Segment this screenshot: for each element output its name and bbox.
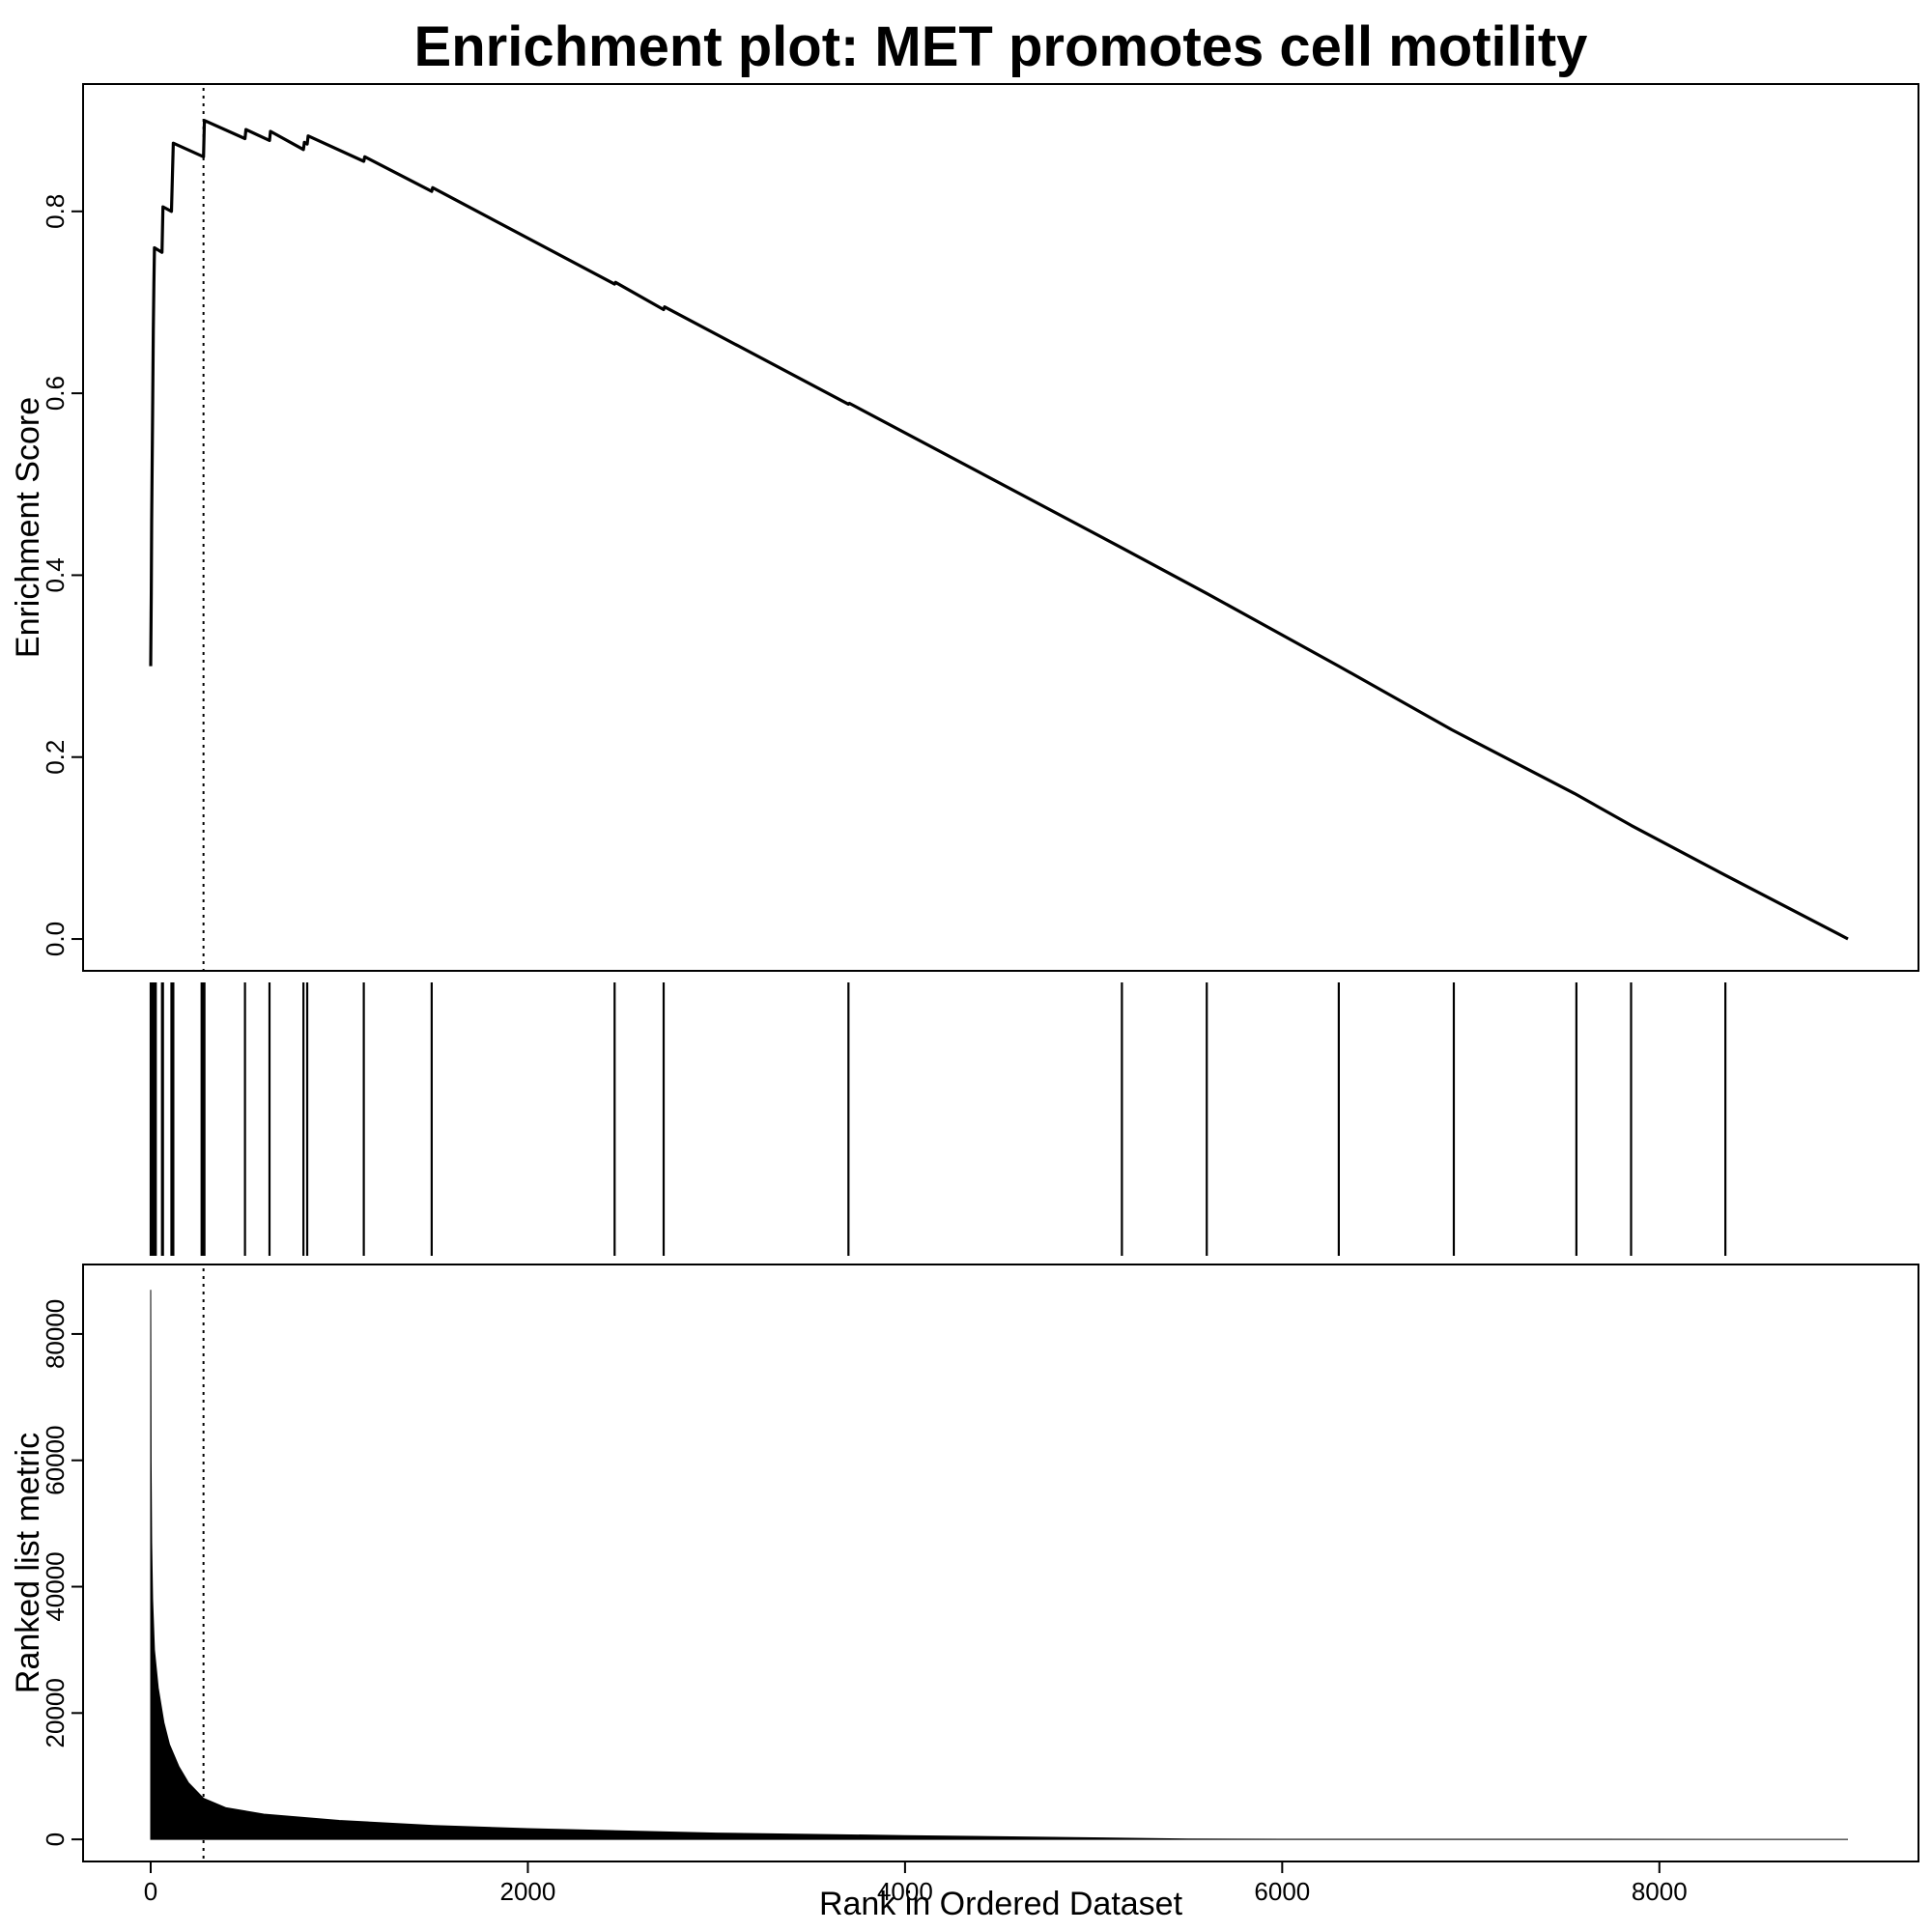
x-axis: 0 2000 4000 6000 8000 xyxy=(144,1861,1688,1906)
enrichment-y-axis: 0.0 0.2 0.4 0.6 0.8 xyxy=(41,194,83,956)
ranked-metric-y-tick-label: 0 xyxy=(41,1833,70,1846)
ranked-metric-y-tick-label: 60000 xyxy=(41,1426,70,1495)
ranked-metric-panel: 0 20000 40000 60000 80000 Ranked list metric xyxy=(10,1264,1919,1862)
enrichment-score-line xyxy=(149,119,1849,941)
x-axis-tick-label: 2000 xyxy=(500,1877,556,1906)
chart-title: Enrichment plot: MET promotes cell motil… xyxy=(414,15,1588,78)
enrichment-y-tick-label: 0.6 xyxy=(41,376,70,411)
x-axis-label: Rank in Ordered Dataset xyxy=(819,1886,1183,1922)
enrichment-y-tick-label: 0.2 xyxy=(41,740,70,775)
x-axis-tick-label: 0 xyxy=(144,1877,157,1906)
ranked-metric-y-tick-label: 20000 xyxy=(41,1678,70,1747)
enrichment-panel: 0.0 0.2 0.4 0.6 0.8 Enrichment Score xyxy=(10,83,1919,972)
x-axis-tick-label: 6000 xyxy=(1254,1877,1310,1906)
ranked-metric-y-tick-label: 80000 xyxy=(41,1299,70,1369)
x-axis-tick-label: 4000 xyxy=(877,1877,933,1906)
enrichment-y-tick-label: 0.0 xyxy=(41,922,70,956)
enrichment-y-tick-label: 0.4 xyxy=(41,557,70,592)
enrichment-y-tick-label: 0.8 xyxy=(41,194,70,229)
x-axis-tick-label: 8000 xyxy=(1632,1877,1688,1906)
enrichment-panel-frame xyxy=(82,83,1919,972)
hits-barcode-panel xyxy=(149,982,1727,1256)
ranked-metric-y-tick-label: 40000 xyxy=(41,1551,70,1621)
enrichment-y-label: Enrichment Score xyxy=(10,397,46,658)
ranked-metric-y-label: Ranked list metric xyxy=(10,1433,46,1693)
ranked-metric-panel-frame xyxy=(82,1264,1919,1862)
ranked-metric-y-axis: 0 20000 40000 60000 80000 xyxy=(41,1299,83,1846)
ranked-metric-area xyxy=(150,1290,1849,1840)
